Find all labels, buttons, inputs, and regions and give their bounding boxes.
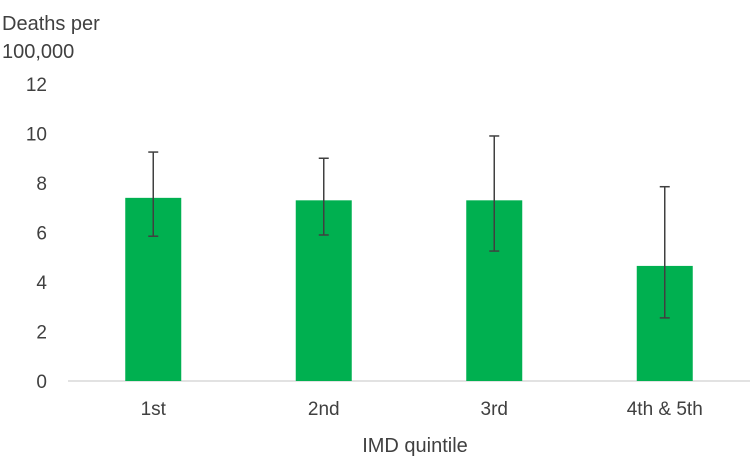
y-tick-label: 12 (26, 75, 47, 96)
y-tick-label: 0 (36, 372, 47, 393)
x-tick-label: 1st (141, 399, 167, 420)
y-axis-label: Deaths per 100,000 (2, 13, 100, 63)
error-bar (489, 135, 500, 252)
error-bar (148, 151, 159, 237)
y-tick-label: 2 (36, 323, 47, 344)
error-bar (659, 185, 670, 319)
y-tick-label: 6 (36, 224, 47, 245)
x-tick-label: 4th & 5th (627, 399, 703, 420)
y-tick-label: 8 (36, 174, 47, 195)
y-tick-label: 10 (26, 125, 47, 146)
y-tick-label: 4 (36, 273, 47, 294)
x-tick-label: 3rd (481, 399, 508, 420)
error-bar (318, 157, 329, 236)
x-axis-title: IMD quintile (362, 435, 468, 457)
x-tick-label: 2nd (308, 399, 340, 420)
